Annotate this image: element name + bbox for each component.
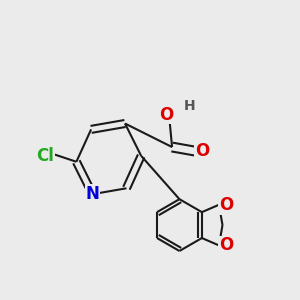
Text: O: O — [219, 236, 233, 254]
Text: O: O — [195, 142, 209, 160]
Text: H: H — [184, 99, 196, 113]
Text: N: N — [85, 185, 100, 203]
Text: O: O — [219, 196, 233, 214]
Text: O: O — [159, 106, 173, 124]
Text: Cl: Cl — [37, 147, 54, 165]
